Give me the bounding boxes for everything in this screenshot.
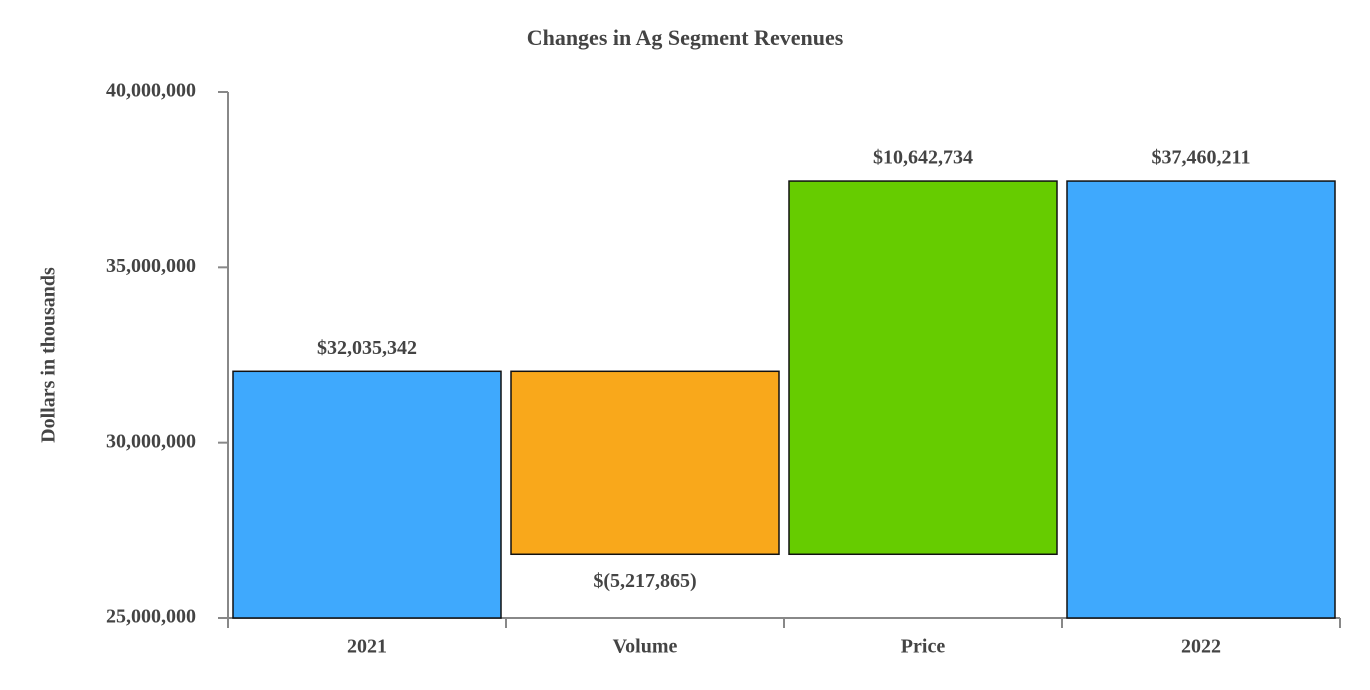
value-label: $32,035,342 [317,337,417,359]
y-tick-label: 35,000,000 [106,255,196,277]
x-tick-label: 2022 [1181,636,1221,658]
bar [1066,180,1336,619]
bar [232,370,502,619]
bar [510,370,780,556]
value-label: $(5,217,865) [593,570,696,592]
y-tick-label: 40,000,000 [106,80,196,102]
y-tick-label: 30,000,000 [106,430,196,452]
value-label: $37,460,211 [1152,147,1251,169]
x-tick-label: Volume [613,636,678,658]
x-tick-label: Price [901,636,946,658]
y-axis-label: Dollars in thousands [38,267,60,443]
value-label: $10,642,734 [873,147,973,169]
bar [788,180,1058,556]
chart-title: Changes in Ag Segment Revenues [527,25,844,50]
x-tick-label: 2021 [347,636,387,658]
y-tick-label: 25,000,000 [106,606,196,628]
